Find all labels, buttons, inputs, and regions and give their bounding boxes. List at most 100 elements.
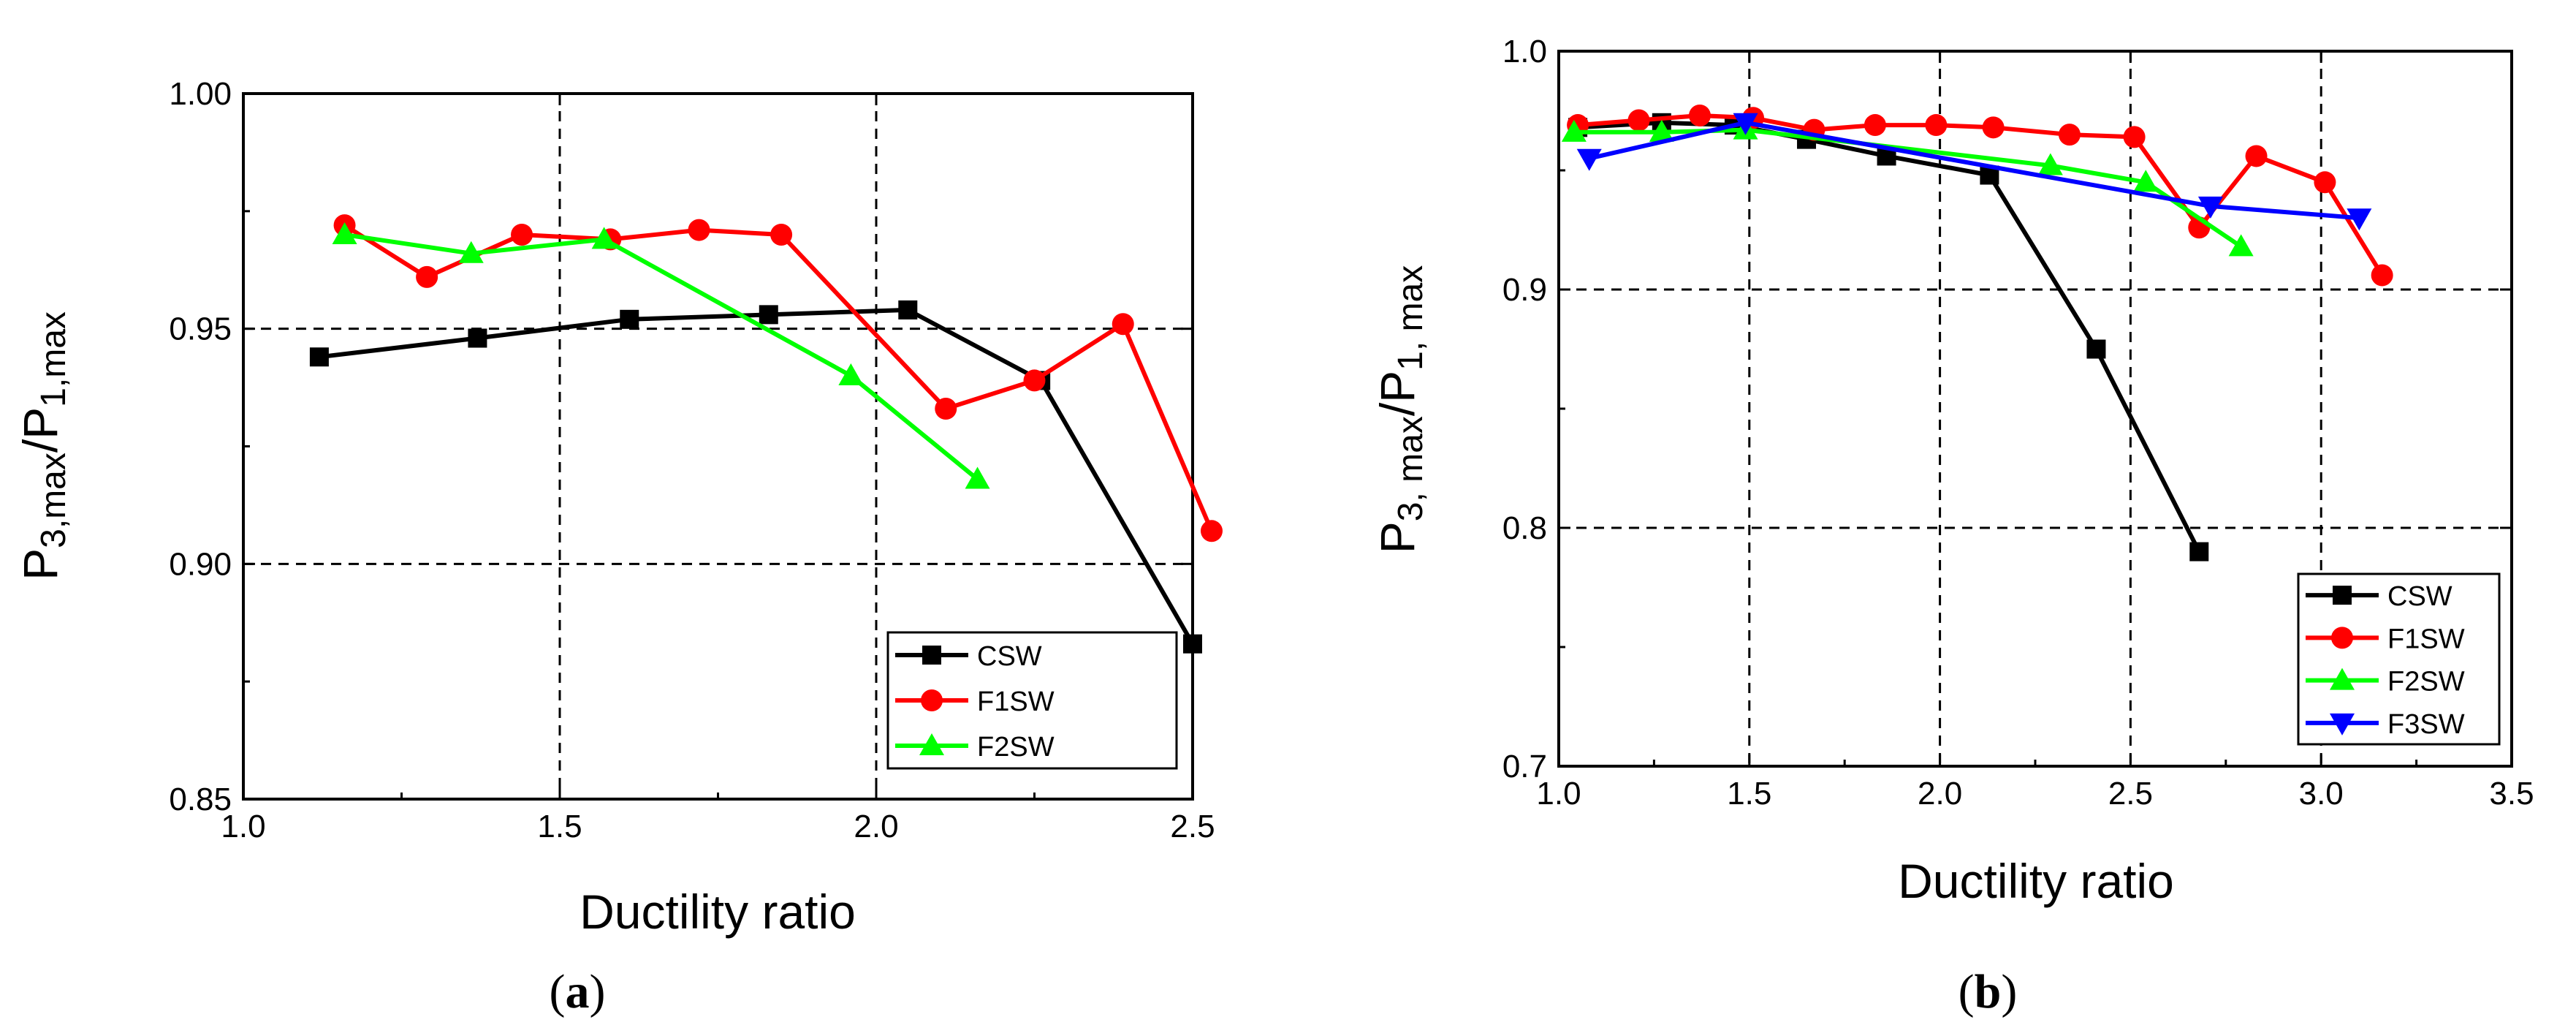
caption-paren-close: ) (2001, 965, 2017, 1018)
legend-marker-f2sw (2330, 667, 2355, 690)
series-line-f3sw (1589, 120, 2360, 221)
data-point-f3sw (2197, 196, 2223, 219)
series-line-f2sw (1573, 127, 2243, 249)
y-tick-label: 0.95 (169, 311, 232, 347)
x-tick-label: 2.0 (1918, 776, 1962, 812)
data-point-csw (2189, 542, 2209, 561)
legend-label: F3SW (2387, 709, 2465, 740)
caption-letter: a (566, 965, 590, 1018)
caption-paren-open: ( (550, 965, 566, 1018)
gridlines (243, 94, 1193, 799)
y-axis-label-part: P (1370, 521, 1424, 553)
x-tick-label: 2.5 (2108, 776, 2153, 812)
data-point-f1sw (511, 224, 533, 246)
y-tick-label: 0.85 (169, 782, 232, 817)
legend-label: CSW (2387, 581, 2452, 612)
caption-letter: b (1975, 965, 2002, 1018)
y-axis-label-part: P (13, 548, 67, 580)
y-tick-label: 0.90 (169, 546, 232, 582)
data-point-csw (759, 305, 778, 325)
legend-label: F1SW (977, 687, 1055, 717)
series-csw (309, 300, 1202, 654)
x-tick-label: 1.5 (1727, 776, 1771, 812)
x-tick-label: 3.0 (2299, 776, 2344, 812)
panel-caption: (a) (550, 965, 606, 1018)
legend-marker-csw (922, 646, 941, 665)
series-line-csw (1577, 120, 2201, 553)
gridlines (1559, 51, 2512, 766)
data-point-f1sw (935, 398, 957, 420)
data-point-f1sw (1982, 116, 2005, 139)
y-axis-label-part: 3, max (1391, 416, 1430, 521)
data-point-f1sw (1200, 520, 1223, 542)
data-point-f1sw (416, 265, 438, 288)
series-csw (1568, 113, 2209, 561)
y-axis-label-part: /P (13, 407, 67, 453)
data-point-csw (898, 300, 918, 319)
chart-panel-b: 1.0 1.5 2.0 2.5 3.0 3.5 0.7 0.8 0.9 1.0 CSW F1SW F2S… (1370, 34, 2534, 1018)
data-point-csw (620, 309, 639, 329)
data-point-f1sw (1925, 114, 1948, 137)
data-point-f1sw (770, 224, 793, 246)
data-point-f1sw (1627, 109, 1650, 132)
legend-label: CSW (977, 641, 1042, 672)
legend-marker-f1sw (2331, 627, 2353, 649)
x-tick-label: 2.5 (1170, 809, 1215, 844)
data-point-f1sw (1023, 369, 1046, 392)
legend: CSW F1SW F2SW F3SW (2297, 572, 2501, 746)
data-point-csw (468, 328, 487, 348)
data-point-f1sw (1112, 313, 1134, 336)
data-point-f2sw (458, 241, 484, 263)
caption-paren-close: ) (590, 965, 606, 1018)
legend-label: F2SW (977, 732, 1055, 763)
data-point-f1sw (2245, 145, 2268, 167)
series-line-csw (319, 307, 1195, 646)
series-f3sw (1576, 113, 2372, 231)
data-point-f1sw (2058, 124, 2081, 146)
data-point-f2sw (591, 227, 617, 249)
legend-label: F1SW (2387, 624, 2465, 654)
series-f2sw (332, 222, 990, 489)
legend: CSW F1SW F2SW (886, 631, 1178, 770)
legend-marker-csw (2333, 586, 2352, 605)
y-axis-label: P3, max/P1, max (1370, 265, 1430, 553)
data-point-f2sw (2037, 153, 2063, 175)
data-point-f2sw (1649, 119, 1674, 142)
data-point-f1sw (2371, 264, 2393, 287)
x-tick-label: 1.0 (221, 809, 265, 844)
data-point-f2sw (2133, 170, 2159, 192)
series-f1sw (333, 214, 1223, 542)
data-point-f2sw (332, 222, 357, 244)
y-axis-label-part: 1,max (34, 311, 73, 407)
y-tick-label: 0.9 (1502, 272, 1547, 308)
data-point-f3sw (1576, 148, 1602, 171)
plot-frame (242, 92, 1194, 801)
legend-marker-f3sw (2330, 713, 2355, 735)
data-point-f1sw (1688, 105, 1711, 127)
data-point-f3sw (1733, 113, 1758, 135)
data-point-f2sw (1561, 119, 1587, 142)
caption-paren-open: ( (1958, 965, 1975, 1018)
plot-frame (1557, 50, 2513, 768)
x-tick-label: 2.0 (854, 809, 898, 844)
data-point-f1sw (2123, 126, 2146, 148)
data-point-csw (309, 347, 329, 367)
x-axis-label: Ductility ratio (1898, 854, 2174, 908)
data-point-f1sw (2314, 171, 2336, 194)
y-axis-label-part: /P (1370, 371, 1424, 416)
y-tick-label: 1.00 (169, 76, 232, 112)
x-tick-label: 1.5 (537, 809, 582, 844)
y-axis-label: P3,max/P1,max (13, 311, 73, 580)
x-axis-label: Ductility ratio (580, 885, 856, 939)
y-axis-label-part: 3,max (34, 453, 73, 548)
data-point-csw (1183, 634, 1202, 654)
y-axis-label-part: 1, max (1391, 265, 1430, 371)
chart-panel-a: 1.0 1.5 2.0 2.5 0.85 0.90 0.95 1.00 CSW F1SW F2SW D… (13, 76, 1223, 1018)
x-tick-label: 1.0 (1536, 776, 1581, 812)
data-point-f2sw (965, 466, 990, 489)
panel-caption: (b) (1958, 965, 2018, 1018)
data-point-f3sw (2347, 208, 2372, 231)
data-point-f1sw (1863, 114, 1886, 137)
x-tick-label: 3.5 (2489, 776, 2534, 812)
